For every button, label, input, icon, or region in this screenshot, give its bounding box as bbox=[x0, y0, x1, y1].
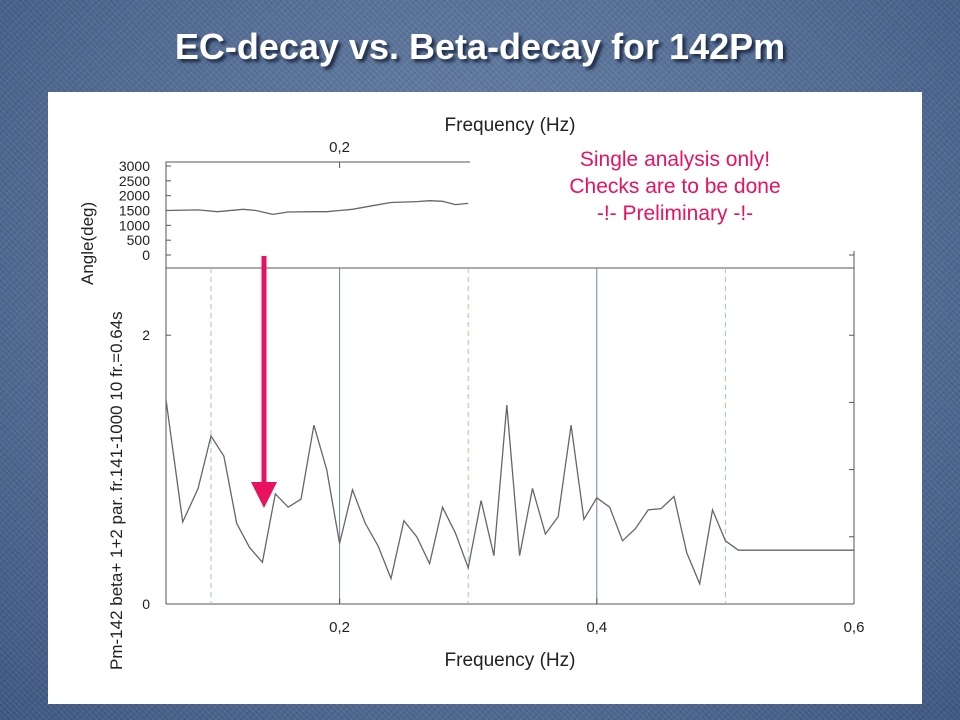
slide-title: EC-decay vs. Beta-decay for 142Pm bbox=[174, 26, 786, 67]
bottom-y-tick-label: 0 bbox=[142, 596, 150, 612]
preliminary-note: Single analysis only! Checks are to be d… bbox=[470, 142, 880, 251]
top-y-tick-label: 1500 bbox=[119, 203, 150, 219]
bottom-x-axis-label: Frequency (Hz) bbox=[445, 650, 576, 671]
top-y-tick-label: 2000 bbox=[119, 188, 150, 204]
note-line: Single analysis only! bbox=[579, 148, 771, 171]
top-y-axis-label: Angle(deg) bbox=[78, 202, 97, 285]
top-y-tick-label: 1000 bbox=[119, 217, 150, 233]
bottom-spectrum-series-line bbox=[165, 399, 854, 587]
top-y-tick-label: 2500 bbox=[119, 173, 150, 189]
bottom-x-tick-label: 0,2 bbox=[329, 619, 350, 636]
bottom-x-tick-label: 0,6 bbox=[844, 619, 865, 636]
note-line: -!- Preliminary -!- bbox=[596, 202, 754, 225]
bottom-y-tick-label: 2 bbox=[142, 327, 150, 343]
bottom-y-axis-label: Pm-142 beta+ 1+2 par. fr.141-1000 10 fr.… bbox=[107, 311, 126, 670]
top-angle-series-line bbox=[165, 200, 469, 216]
top-x-tick-label: 0,2 bbox=[329, 139, 350, 156]
top-y-tick-label: 3000 bbox=[119, 158, 150, 174]
top-x-axis-label: Frequency (Hz) bbox=[445, 115, 576, 136]
note-line: Checks are to be done bbox=[569, 175, 781, 198]
top-y-tick-label: 500 bbox=[127, 232, 151, 248]
pointer-arrow-head bbox=[251, 482, 277, 508]
top-y-tick-label: 0 bbox=[142, 247, 150, 263]
bottom-x-tick-label: 0,4 bbox=[586, 619, 607, 636]
